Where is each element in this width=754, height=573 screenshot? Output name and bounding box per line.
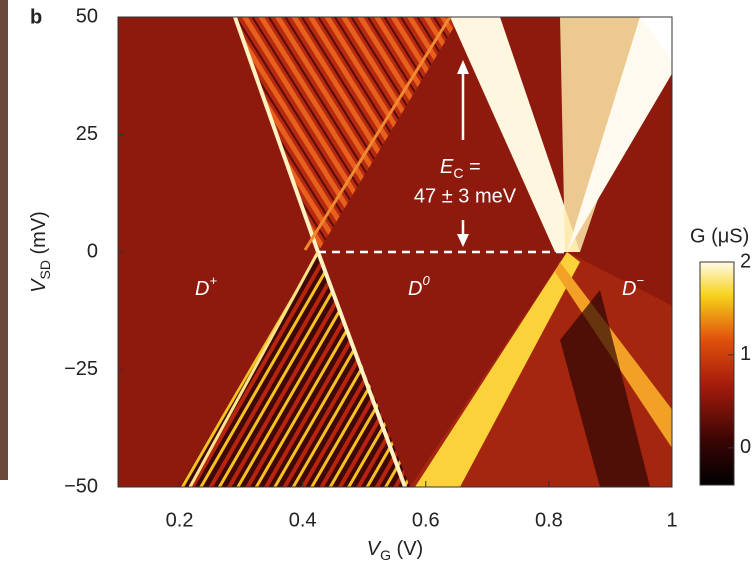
region-label: D+ — [195, 273, 217, 300]
y-tick-label: 25 — [76, 123, 98, 145]
x-tick-label: 0.4 — [289, 509, 317, 531]
y-tick-label: 0 — [87, 240, 98, 262]
arrow-down-head — [457, 234, 469, 247]
y-tick-label: 50 — [76, 5, 98, 27]
y-tick-label: −25 — [64, 358, 98, 380]
x-tick-label: 0.2 — [166, 509, 194, 531]
heatmap-image — [118, 17, 672, 487]
x-axis-label: VG (V) — [367, 538, 423, 562]
panel-label: b — [30, 6, 42, 28]
x-tick-label: 0.8 — [535, 509, 563, 531]
region-label: D− — [622, 273, 644, 300]
arrow-up-head — [457, 60, 469, 74]
x-tick-label: 0.6 — [412, 509, 440, 531]
colorbar-tick-label: 1 — [740, 343, 751, 365]
colorbar — [699, 261, 735, 486]
y-axis-label: VSD (mV) — [28, 211, 52, 293]
annotation: EC = — [440, 156, 481, 180]
x-tick-label: 1 — [666, 509, 677, 531]
colorbar-tick-label: 0 — [740, 436, 751, 458]
colorbar-tick-label: 2 — [740, 250, 751, 272]
annotation: 47 ± 3 meV — [414, 185, 517, 207]
region-label: D0 — [408, 273, 430, 300]
y-tick-label: −50 — [64, 475, 98, 497]
colorbar-label: G (μS) — [690, 225, 749, 247]
page-edge — [0, 0, 8, 480]
